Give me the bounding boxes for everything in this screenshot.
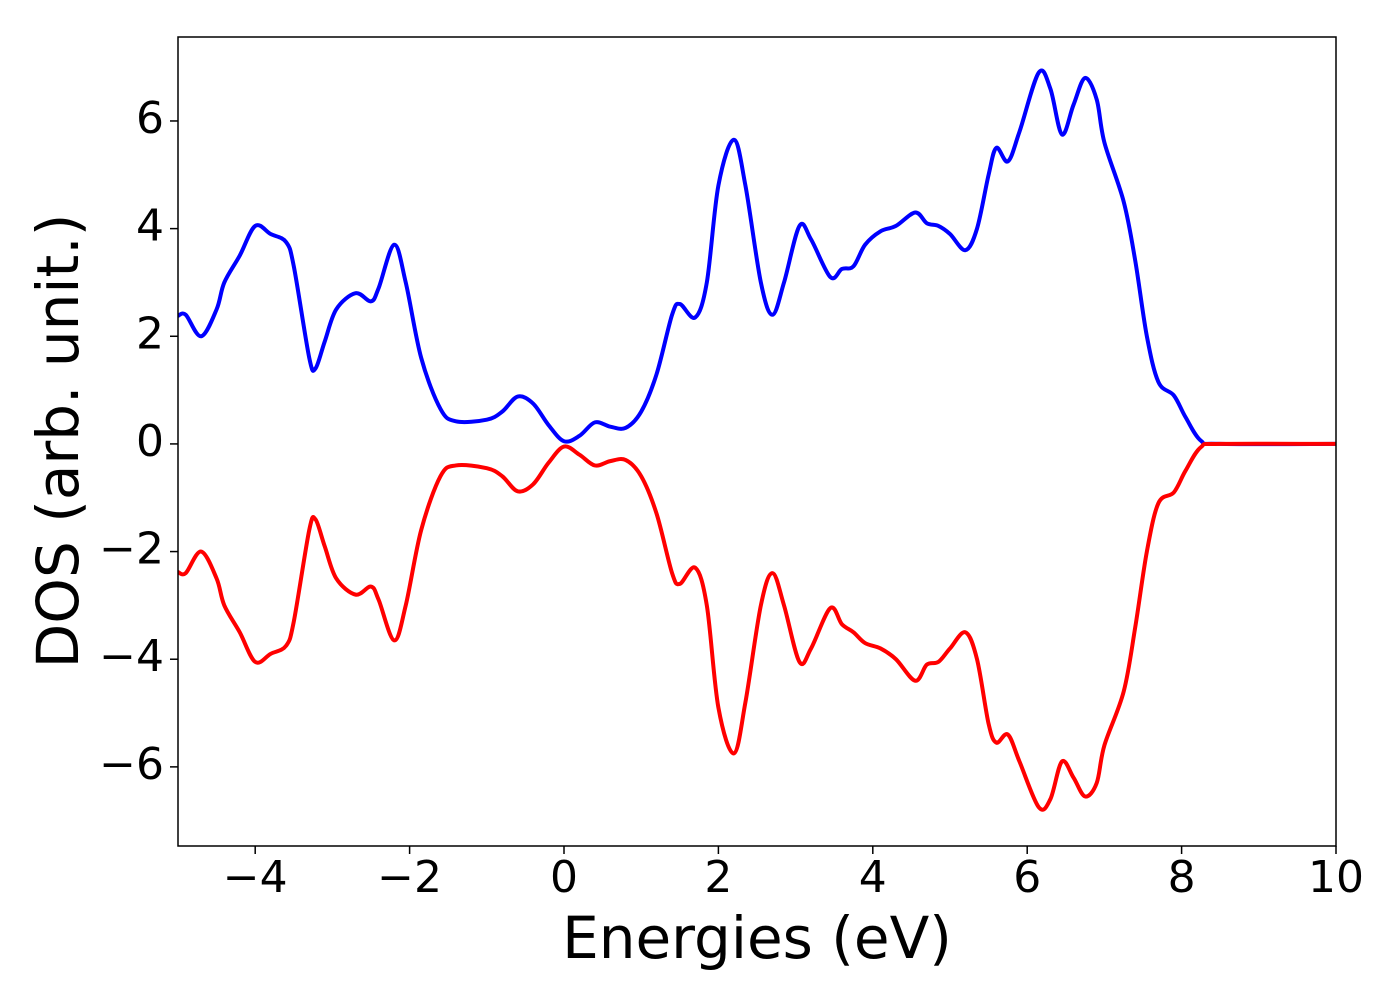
plot-frame [177,36,1337,847]
y-tick-label: 0 [136,416,164,467]
x-tick-label: 2 [704,852,732,903]
x-tick-label: 0 [550,852,578,903]
x-tick-label: 8 [1168,852,1196,903]
y-tick-label: −6 [99,739,164,790]
x-tick-label: −4 [223,852,288,903]
x-tick-label: 4 [859,852,887,903]
y-tick-label: −4 [99,631,164,682]
y-tick-label: 4 [136,201,164,252]
x-tick-label: 6 [1013,852,1041,903]
x-tick-label: −2 [377,852,442,903]
dos-line [178,441,1336,812]
y-tick-label: 6 [136,93,164,144]
y-tick-label: −2 [99,524,164,575]
x-axis-label: Energies (eV) [562,904,952,972]
y-axis-label: DOS (arb. unit.) [24,214,92,669]
x-tick-label: 10 [1308,852,1364,903]
dos-line [178,68,1336,447]
y-tick-label: 2 [136,308,164,359]
